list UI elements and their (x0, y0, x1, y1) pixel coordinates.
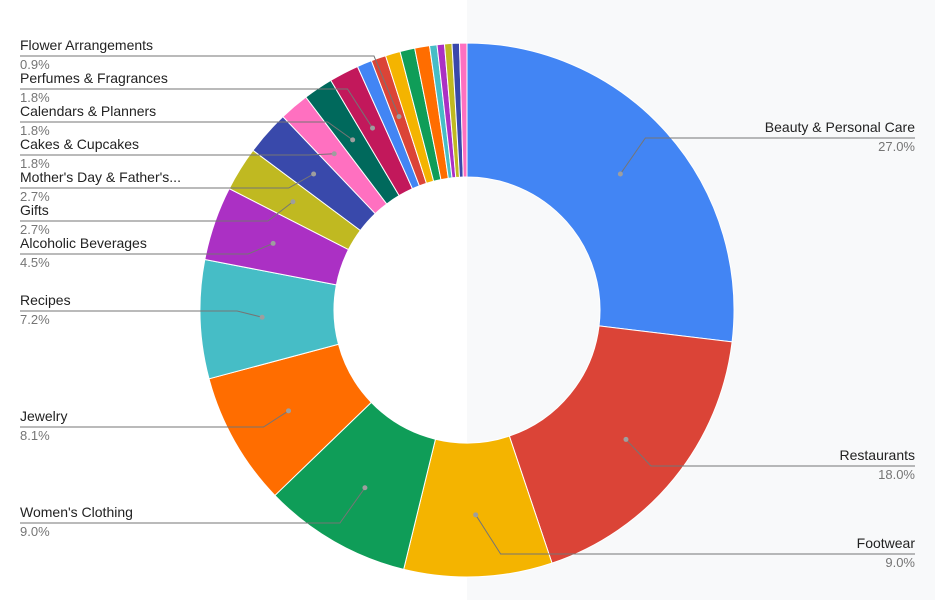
label-alcoholic-beverages: Alcoholic Beverages 4.5% (20, 235, 276, 270)
leader-line (625, 439, 915, 467)
label-footwear: Footwear 9.0% (473, 512, 915, 570)
leader-line (20, 310, 263, 318)
slice-label: Women's Clothing (20, 504, 133, 520)
leader-line (20, 55, 400, 117)
slice-label: Calendars & Planners (20, 103, 156, 119)
slice-beauty-personal-care (466, 42, 735, 343)
label-flower-arrangements: Flower Arrangements 0.9% (20, 37, 402, 120)
leader-dot (270, 240, 276, 246)
slice-percent: 2.7% (20, 222, 50, 237)
leader-line (20, 173, 314, 189)
leader-line (20, 121, 353, 141)
slice-label: Cakes & Cupcakes (20, 136, 139, 152)
label-jewelry: Jewelry 8.1% (20, 408, 292, 443)
label-mother-s-day-father-s: Mother's Day & Father's... 2.7% (20, 169, 317, 204)
slice-percent: 1.8% (20, 156, 50, 171)
label-restaurants: Restaurants 18.0% (623, 436, 915, 482)
leader-dot (617, 171, 623, 177)
slice-label: Recipes (20, 292, 71, 308)
slice-percent: 4.5% (20, 255, 50, 270)
slice-percent: 1.8% (20, 123, 50, 138)
leader-line (20, 242, 274, 255)
leader-line (20, 410, 289, 428)
leader-dot (370, 125, 376, 131)
leader-dot (286, 408, 292, 414)
slice-label: Flower Arrangements (20, 37, 153, 53)
labels-group: Beauty & Personal Care 27.0% Restaurants 18… (20, 37, 915, 570)
slice-percent: 18.0% (878, 467, 915, 482)
slice-percent: 7.2% (20, 312, 50, 327)
leader-line (475, 514, 915, 555)
leader-dot (362, 485, 368, 491)
slice-label: Alcoholic Beverages (20, 235, 147, 251)
leader-line (619, 137, 915, 175)
slice-label: Beauty & Personal Care (765, 119, 915, 135)
slice-label: Mother's Day & Father's... (20, 169, 181, 185)
leader-dot (350, 137, 356, 143)
label-beauty-personal-care: Beauty & Personal Care 27.0% (617, 119, 915, 177)
label-perfumes-fragrances: Perfumes & Fragrances 1.8% (20, 70, 376, 131)
slice-label: Footwear (857, 535, 916, 551)
label-gifts: Gifts 2.7% (20, 199, 296, 237)
leader-line (20, 487, 366, 524)
slice-restaurants (508, 325, 733, 564)
leader-dot (259, 314, 265, 320)
slice-percent: 8.1% (20, 428, 50, 443)
slice-percent: 1.8% (20, 90, 50, 105)
slice-label: Perfumes & Fragrances (20, 70, 168, 86)
slice-label: Gifts (20, 202, 49, 218)
slice-percent: 9.0% (20, 524, 50, 539)
leader-dot (331, 151, 337, 157)
leader-line (20, 88, 373, 129)
slice-percent: 0.9% (20, 57, 50, 72)
slices-group (199, 42, 735, 578)
leader-dot (473, 512, 479, 518)
leader-dot (290, 199, 296, 205)
label-cakes-cupcakes: Cakes & Cupcakes 1.8% (20, 136, 337, 171)
leader-dot (623, 436, 629, 442)
slice-label: Jewelry (20, 408, 67, 424)
leader-dot (311, 171, 317, 177)
label-women-s-clothing: Women's Clothing 9.0% (20, 485, 368, 539)
leader-line (20, 201, 294, 222)
leader-dot (396, 114, 402, 120)
slice-percent: 2.7% (20, 189, 50, 204)
slice-percent: 27.0% (878, 139, 915, 154)
label-calendars-planners: Calendars & Planners 1.8% (20, 103, 356, 143)
slice-percent: 9.0% (885, 555, 915, 570)
label-recipes: Recipes 7.2% (20, 292, 265, 327)
slice-unlabeled-21 (458, 42, 468, 178)
slice-label: Restaurants (840, 447, 915, 463)
leader-line (20, 153, 335, 156)
